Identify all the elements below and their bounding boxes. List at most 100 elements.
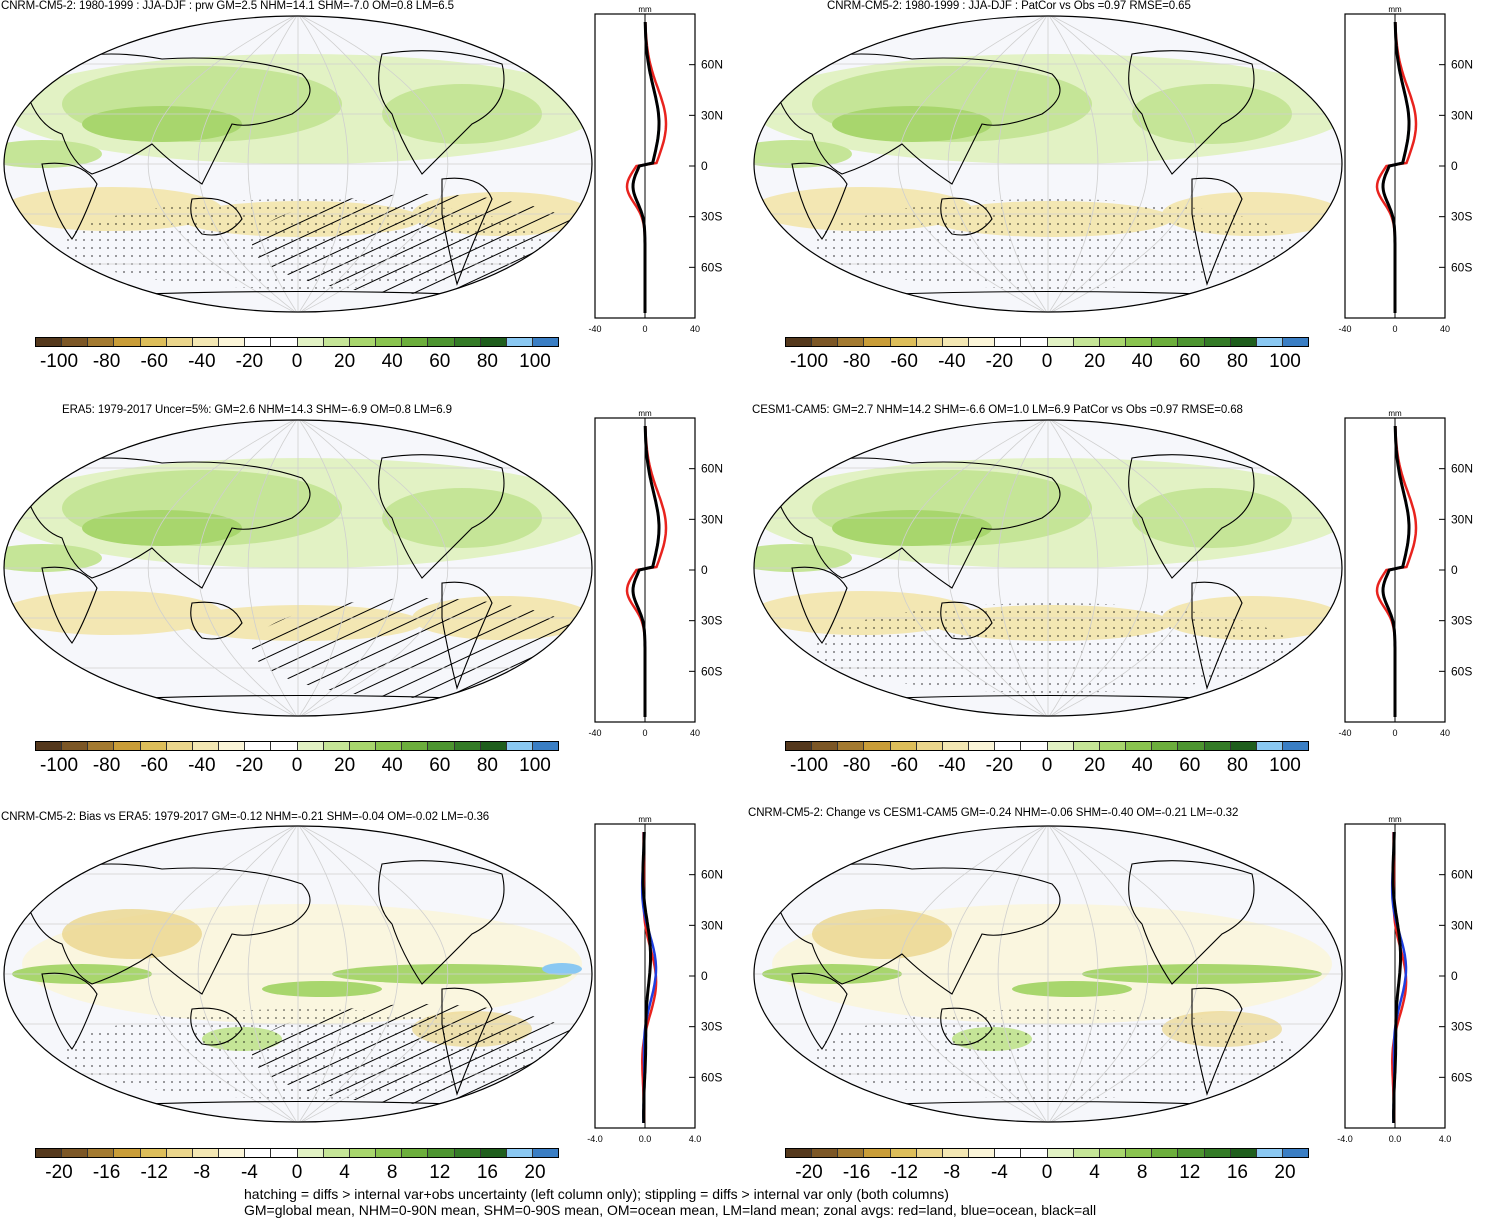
zonal-unit-label: mm [638, 815, 652, 824]
colorbar-labels-6: -20 -16 -12 -8 -4 0 4 8 12 16 20 [785, 1162, 1309, 1184]
colorbar-tick-label: -100 [40, 755, 78, 777]
colorbar-tick-label: 20 [524, 1162, 545, 1184]
colorbar-2 [785, 337, 1309, 347]
lat-tick-label: 60S [701, 664, 722, 678]
lat-tick-label: 0 [701, 969, 708, 983]
colorbar-tick-label: -60 [140, 755, 167, 777]
colorbar-tick-label: 60 [429, 351, 450, 373]
lat-tick-label: 30N [701, 108, 723, 122]
colorbar-tick-label: 12 [429, 1162, 450, 1184]
colorbar-tick-label: -16 [93, 1162, 120, 1184]
zonal-plot-1: mm 60N 30N 0 30S 60S -40 0 40 [595, 14, 735, 338]
zonal-x-tick-label: -40 [1338, 728, 1351, 738]
lat-tick-label: 60S [1451, 1070, 1472, 1084]
zonal-plot-5: mm 60N 30N 0 30S 60S -4.0 0.0 4.0 [595, 824, 735, 1148]
colorbar-labels-2: -100 -80 -60 -40 -20 0 20 40 60 80 100 [785, 351, 1309, 373]
zonal-x-tick-label: 40 [690, 324, 700, 334]
colorbar-tick-label: -80 [843, 755, 870, 777]
colorbar-tick-label: 80 [1227, 351, 1248, 373]
colorbar-tick-label: -100 [790, 755, 828, 777]
colorbar-tick-label: 100 [519, 351, 551, 373]
lat-tick-label: 30N [1451, 108, 1473, 122]
zonal-x-tick-label: 0 [642, 324, 647, 334]
map-3 [2, 418, 594, 718]
lat-tick-label: 60N [701, 58, 723, 72]
colorbar-1 [35, 337, 559, 347]
colorbar-tick-label: -12 [140, 1162, 167, 1184]
colorbar-tick-label: 12 [1179, 1162, 1200, 1184]
colorbar-tick-label: -60 [890, 755, 917, 777]
panel-title-4: CESM1-CAM5: GM=2.7 NHM=14.2 SHM=-6.6 OM=… [752, 404, 1243, 416]
zonal-plot-6: mm60N30N030S60S-4.0 0.0 4.0 [1345, 824, 1485, 1148]
colorbar-tick-label: -8 [943, 1162, 960, 1184]
colorbar-tick-label: -100 [40, 351, 78, 373]
colorbar-tick-label: 80 [1227, 755, 1248, 777]
zonal-x-tick-label: 0.0 [1389, 1134, 1402, 1144]
zonal-unit-label: mm [638, 5, 652, 14]
zonal-unit-label: mm [1388, 815, 1402, 824]
colorbar-tick-label: 16 [1227, 1162, 1248, 1184]
colorbar-labels-3: -100 -80 -60 -40 -20 0 20 40 60 80 100 [35, 755, 559, 777]
colorbar-tick-label: -80 [843, 351, 870, 373]
zonal-unit-label: mm [1388, 409, 1402, 418]
zonal-x-tick-label: 40 [1440, 728, 1450, 738]
colorbar-tick-label: 0 [1042, 1162, 1053, 1184]
zonal-all-line [643, 832, 651, 1123]
colorbar-tick-label: -80 [93, 351, 120, 373]
lat-tick-label: 60S [1451, 664, 1472, 678]
zonal-x-tick-label: 4.0 [689, 1134, 702, 1144]
colorbar-tick-label: -40 [188, 351, 215, 373]
colorbar-tick-label: 0 [292, 1162, 303, 1184]
colorbar-tick-label: -80 [93, 755, 120, 777]
zonal-plot-2: mm 60N 30N 0 30S 60S -40 0 40 [1345, 14, 1485, 338]
colorbar-tick-label: 100 [519, 755, 551, 777]
zonal-plot-3: mm 60N 30N 0 30S 60S -40 0 40 [595, 418, 735, 742]
zonal-unit-label: mm [1388, 5, 1402, 14]
colorbar-tick-label: -20 [986, 755, 1013, 777]
lat-tick-label: 60N [1451, 868, 1473, 882]
map-5 [2, 824, 594, 1124]
panel-title-3: ERA5: 1979-2017 Uncer=5%: GM=2.6 NHM=14.… [62, 404, 452, 416]
panel-title-1: CNRM-CM5-2: 1980-1999 : JJA-DJF : prw GM… [1, 0, 454, 12]
colorbar-tick-label: -4 [241, 1162, 258, 1184]
colorbar-5 [35, 1148, 559, 1158]
lat-tick-label: 60N [1451, 58, 1473, 72]
map-6 [752, 824, 1344, 1124]
map-1 [2, 14, 594, 314]
colorbar-tick-label: -16 [843, 1162, 870, 1184]
colorbar-tick-label: 20 [1274, 1162, 1295, 1184]
colorbar-tick-label: 20 [1084, 351, 1105, 373]
colorbar-tick-label: -60 [890, 351, 917, 373]
colorbar-tick-label: -4 [991, 1162, 1008, 1184]
colorbar-tick-label: -40 [938, 351, 965, 373]
zonal-x-tick-label: 0.0 [639, 1134, 652, 1144]
lat-tick-label: 30N [701, 512, 723, 526]
zonal-all-line [1393, 832, 1401, 1123]
lat-tick-label: 30N [1451, 918, 1473, 932]
colorbar-tick-label: -40 [188, 755, 215, 777]
colorbar-tick-label: 40 [382, 755, 403, 777]
lat-tick-label: 0 [701, 159, 708, 173]
colorbar-tick-label: -20 [986, 351, 1013, 373]
lat-tick-label: 0 [1451, 563, 1458, 577]
lat-tick-label: 30S [1451, 1020, 1472, 1034]
colorbar-labels-4: -100 -80 -60 -40 -20 0 20 40 60 80 100 [785, 755, 1309, 777]
lat-tick-label: 0 [701, 563, 708, 577]
colorbar-tick-label: 4 [339, 1162, 350, 1184]
colorbar-tick-label: -8 [193, 1162, 210, 1184]
colorbar-tick-label: 20 [334, 351, 355, 373]
colorbar-tick-label: 0 [1042, 351, 1053, 373]
map-2 [752, 14, 1344, 314]
zonal-x-tick-label: 0 [1392, 728, 1397, 738]
colorbar-3 [35, 741, 559, 751]
lat-tick-label: 30S [701, 210, 722, 224]
colorbar-labels-5: -20 -16 -12 -8 -4 0 4 8 12 16 20 [35, 1162, 559, 1184]
zonal-x-tick-label: -40 [1338, 324, 1351, 334]
colorbar-tick-label: -20 [236, 755, 263, 777]
colorbar-tick-label: 4 [1089, 1162, 1100, 1184]
lat-tick-label: 60N [701, 462, 723, 476]
lat-tick-label: 30S [1451, 210, 1472, 224]
colorbar-tick-label: -100 [790, 351, 828, 373]
zonal-x-tick-label: 40 [1440, 324, 1450, 334]
colorbar-tick-label: 40 [1132, 351, 1153, 373]
